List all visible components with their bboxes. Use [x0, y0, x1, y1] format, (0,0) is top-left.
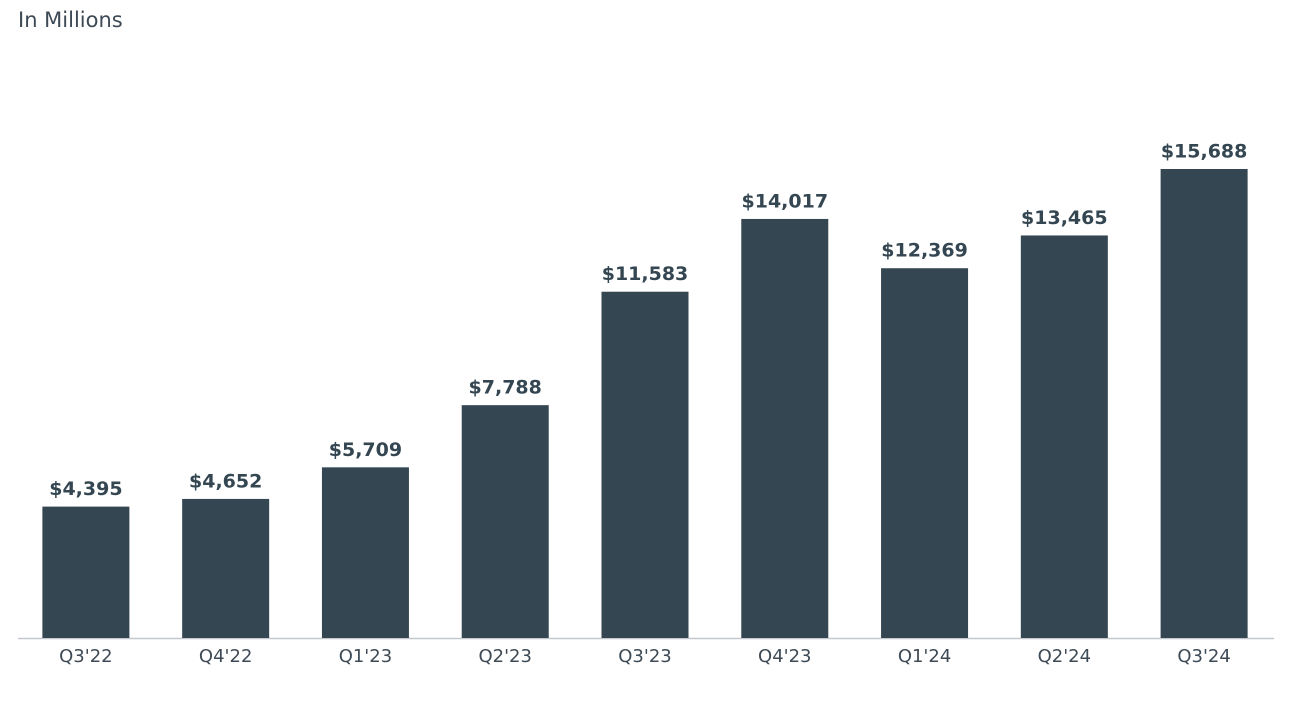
- bar: [42, 506, 130, 638]
- x-tick-label: Q3'24: [1177, 646, 1230, 667]
- x-tick-label: Q1'24: [898, 646, 951, 667]
- x-tick-label: Q2'23: [478, 646, 531, 667]
- x-tick-label: Q3'22: [59, 646, 112, 667]
- bar: [1020, 235, 1108, 638]
- value-label: $7,788: [469, 377, 542, 399]
- chart-title: In Millions: [18, 8, 123, 32]
- value-label: $13,465: [1021, 207, 1108, 229]
- bar: [881, 268, 969, 638]
- bar: [461, 405, 549, 638]
- bar: [182, 498, 270, 638]
- value-label: $12,369: [881, 240, 968, 262]
- x-tick-label: Q2'24: [1038, 646, 1091, 667]
- value-label: $4,395: [49, 478, 122, 500]
- x-tick-label: Q1'23: [339, 646, 392, 667]
- bar: [741, 218, 829, 638]
- bar: [1160, 169, 1248, 638]
- x-tick-label: Q4'23: [758, 646, 811, 667]
- bar: [601, 291, 689, 638]
- value-label: $15,688: [1161, 141, 1248, 163]
- value-label: $14,017: [742, 190, 829, 212]
- x-tick-label: Q3'23: [618, 646, 671, 667]
- bar: [321, 467, 409, 638]
- x-tick-label: Q4'22: [199, 646, 252, 667]
- value-label: $11,583: [602, 263, 689, 285]
- value-label: $4,652: [189, 470, 262, 492]
- value-label: $5,709: [329, 439, 402, 461]
